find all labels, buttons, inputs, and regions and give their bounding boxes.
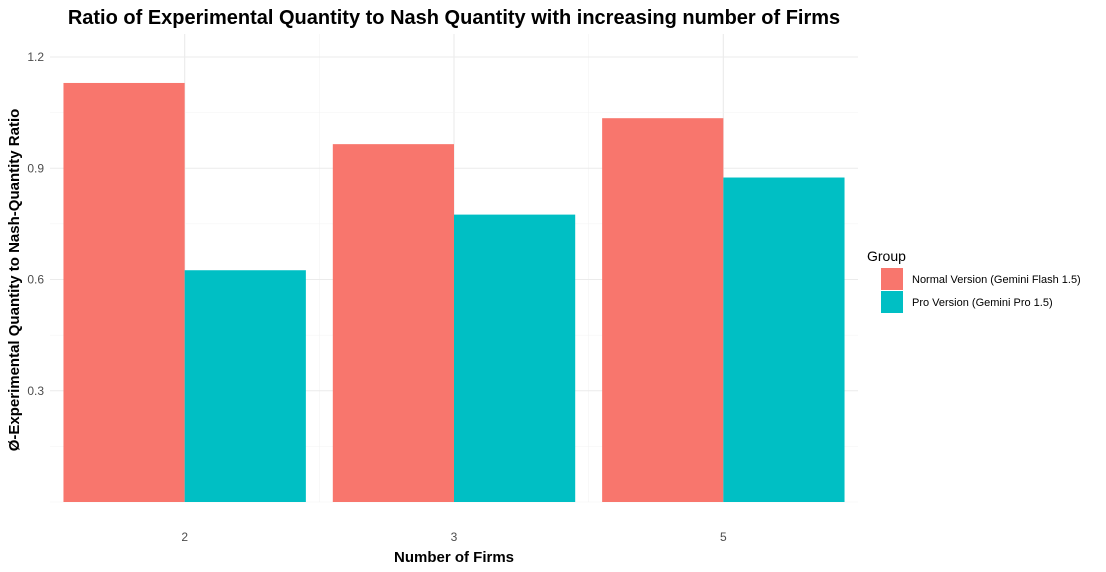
bar: [63, 82, 185, 502]
legend-swatch: [881, 268, 903, 290]
x-tick-label: 3: [451, 530, 458, 544]
chart-title: Ratio of Experimental Quantity to Nash Q…: [68, 7, 840, 29]
y-tick-label: 0.6: [27, 273, 44, 287]
bar: [602, 118, 724, 502]
x-tick-label: 2: [181, 530, 188, 544]
x-axis-ticks: 2 3 5: [181, 530, 727, 544]
legend-label: Pro Version (Gemini Pro 1.5): [912, 297, 1053, 309]
y-tick-label: 1.2: [27, 50, 44, 64]
x-axis-title: Number of Firms: [394, 549, 514, 566]
legend-swatch: [881, 291, 903, 313]
legend: Group Normal Version (Gemini Flash 1.5) P…: [867, 248, 1081, 313]
bar: [454, 214, 576, 502]
bars: [63, 82, 845, 503]
x-tick-label: 5: [720, 530, 727, 544]
legend-title: Group: [867, 248, 906, 264]
bar: [332, 144, 454, 503]
y-tick-label: 0.3: [27, 384, 44, 398]
y-axis-title: Ø-Experimental Quantity to Nash-Quantity…: [6, 109, 23, 452]
bar: [184, 270, 306, 502]
bar: [723, 177, 845, 503]
legend-label: Normal Version (Gemini Flash 1.5): [912, 274, 1081, 286]
y-tick-label: 0.9: [27, 161, 44, 175]
y-axis-ticks: 0.3 0.6 0.9 1.2: [27, 50, 44, 398]
